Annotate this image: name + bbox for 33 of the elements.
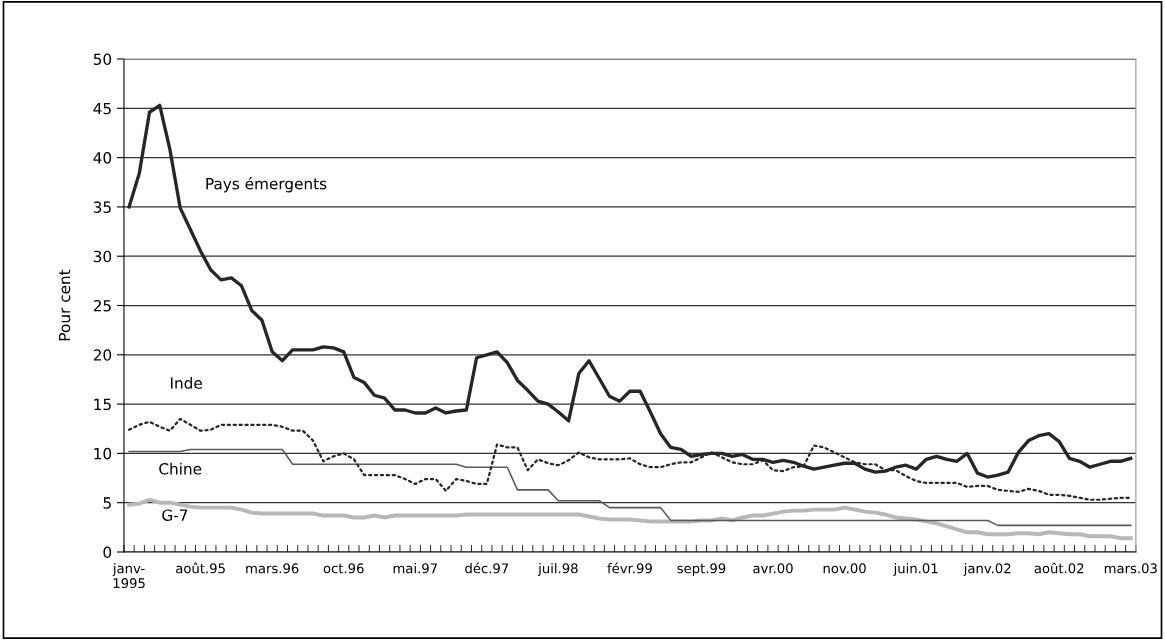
y-tick-label: 5 [103,497,111,509]
x-tick-label: juil.98 [537,563,578,576]
y-tick-label: 30 [93,250,112,263]
y-tick-label: 10 [94,447,112,460]
x-tick-label: août.95 [176,562,225,574]
x-tick-label: sept.99 [677,563,726,576]
x-tick-label: juin.01 [893,563,938,576]
y-tick-label: 15 [94,398,111,411]
y-tick-label: 45 [93,102,111,115]
series-label: Pays émergents [206,177,327,193]
x-tick-label: janv- 1995 [112,563,145,589]
y-tick-label: 0 [103,546,112,559]
series-label: G-7 [162,509,188,521]
y-axis-title: Pour cent [58,269,71,341]
x-tick-label: oct.96 [323,563,364,574]
line-series [127,497,1133,541]
x-tick-label: août.02 [1034,562,1084,574]
x-tick-label: mars.96 [246,563,299,574]
x-tick-label: déc.97 [465,562,509,574]
line-series [128,448,1132,527]
x-tick-label: mars.03 [1104,563,1157,574]
y-tick-label: 40 [93,152,112,164]
x-tick-label: mai.97 [393,563,437,574]
x-tick-label: févr.99 [607,562,652,574]
x-tick-label: nov.00 [823,563,866,574]
x-tick-label: janv.02 [963,563,1011,576]
y-tick-label: 50 [93,53,112,66]
series-label: Chine [159,462,202,475]
y-tick-label: 20 [93,349,112,361]
y-tick-label: 35 [93,201,111,213]
text: Inde [170,376,202,389]
x-tick-label: avr.00 [753,563,793,574]
y-tick-label: 25 [93,299,111,312]
